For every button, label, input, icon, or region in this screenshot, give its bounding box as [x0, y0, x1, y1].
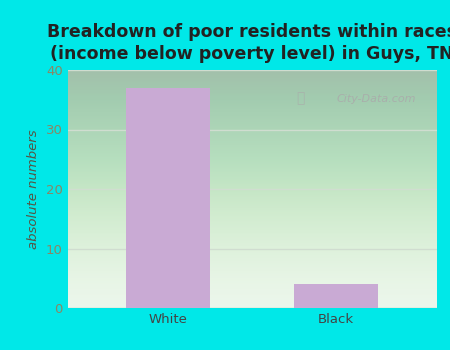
Y-axis label: absolute numbers: absolute numbers: [27, 129, 40, 249]
Bar: [126, 88, 210, 308]
Bar: [294, 284, 378, 308]
Text: City-Data.com: City-Data.com: [337, 93, 416, 104]
Text: ⓘ: ⓘ: [296, 92, 304, 106]
Title: Breakdown of poor residents within races
(income below poverty level) in Guys, T: Breakdown of poor residents within races…: [47, 23, 450, 63]
